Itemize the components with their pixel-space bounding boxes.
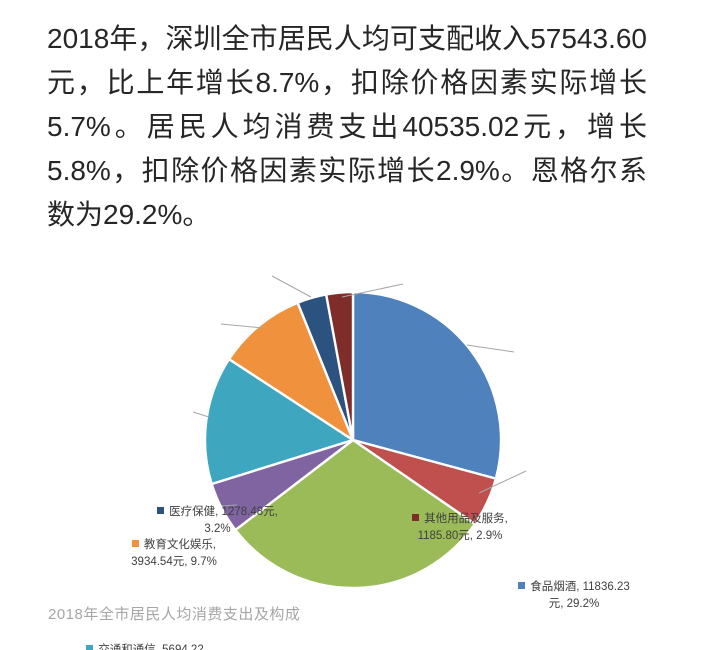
pie-label-other: 其他用品及服务, 1185.80元, 2.9%	[390, 511, 530, 545]
leader-line-0	[466, 344, 515, 353]
pie-label-other-line1: 其他用品及服务,	[424, 513, 508, 525]
chart-caption: 2018年全市居民人均消费支出及构成	[48, 606, 301, 623]
pie-label-healthcare-line2: 3.2%	[204, 523, 231, 535]
pie-slice-4	[203, 357, 355, 486]
leader-line-3	[192, 411, 210, 418]
pie-label-food: 食品烟酒, 11836.23 元, 29.2%	[498, 579, 650, 613]
pie-label-food-line1: 食品烟酒, 11836.23	[530, 581, 630, 593]
leader-line-6	[341, 283, 404, 298]
pie-label-education: 教育文化娱乐, 3934.54元, 9.7%	[108, 537, 240, 571]
pie-slice-7	[324, 290, 355, 442]
pie-label-food-line2: 元, 29.2%	[548, 598, 600, 610]
leader-line-1	[478, 470, 527, 494]
pie-label-education-line1: 教育文化娱乐,	[143, 539, 217, 551]
legend-marker-healthcare	[157, 507, 165, 514]
pie-label-healthcare-line1: 医疗保健, 1278.48元,	[169, 506, 278, 518]
summary-paragraph: 2018年，深圳全市居民人均可支配收入57543.60元，比上年增长8.7%，扣…	[47, 23, 647, 230]
leader-line-4	[220, 323, 264, 329]
pie-slice-0	[351, 290, 503, 480]
leader-line-2	[221, 504, 238, 507]
pie-slice-5	[227, 301, 355, 442]
pie-label-healthcare: 医疗保健, 1278.48元, 3.2%	[140, 504, 295, 538]
pie-slice-2	[234, 438, 477, 590]
legend-marker-food	[518, 582, 526, 589]
pie-label-transport-line1: 交通和通信, 5694.22	[98, 644, 204, 650]
leader-line-5	[271, 275, 312, 298]
legend-marker-education	[131, 540, 139, 547]
pie-chart: 食品烟酒, 11836.23 元, 29.2% 衣着, 2177.50元, 5.…	[0, 240, 702, 650]
pie-label-transport: 交通和通信, 5694.22 元, 14.0%	[62, 642, 228, 650]
pie-label-education-line2: 3934.54元, 9.7%	[131, 556, 217, 568]
pie-svg	[192, 275, 527, 590]
pie-label-other-line2: 1185.80元, 2.9%	[417, 530, 503, 542]
legend-marker-transport	[86, 645, 94, 650]
legend-marker-other	[412, 514, 420, 521]
